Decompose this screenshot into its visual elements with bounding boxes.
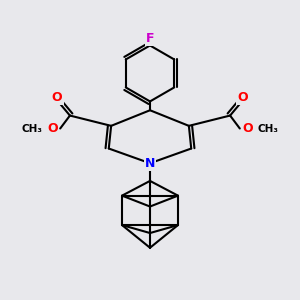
Text: O: O bbox=[47, 122, 58, 135]
Text: O: O bbox=[238, 91, 248, 104]
Text: O: O bbox=[52, 91, 62, 104]
Text: CH₃: CH₃ bbox=[22, 124, 43, 134]
Text: O: O bbox=[242, 122, 253, 135]
Text: F: F bbox=[146, 32, 154, 45]
Text: CH₃: CH₃ bbox=[257, 124, 278, 134]
Text: N: N bbox=[145, 157, 155, 170]
